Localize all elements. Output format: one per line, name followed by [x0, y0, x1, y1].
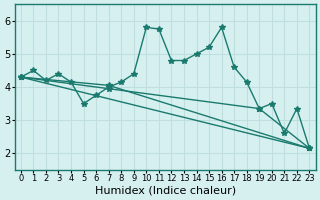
- X-axis label: Humidex (Indice chaleur): Humidex (Indice chaleur): [95, 186, 236, 196]
